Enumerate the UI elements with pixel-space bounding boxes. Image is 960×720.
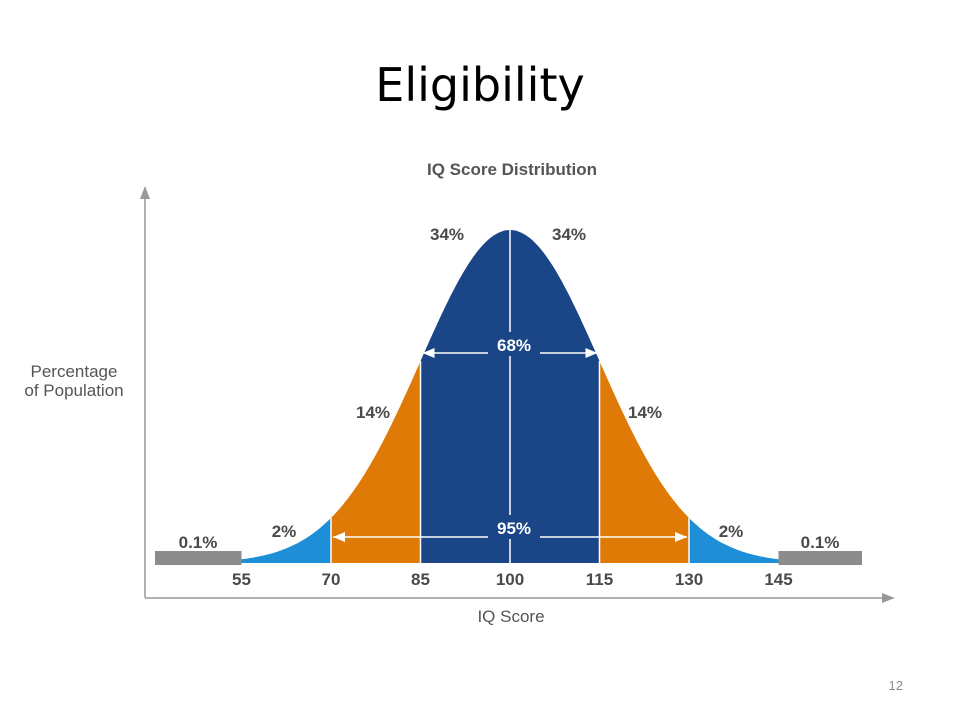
x-axis-label: IQ Score xyxy=(477,607,544,626)
distribution-bands xyxy=(155,230,862,565)
band-label-left-1sd-2sd: 14% xyxy=(356,403,390,422)
range-label-95: 95% xyxy=(497,519,531,538)
band-area-left-tail xyxy=(155,551,242,565)
y-axis-label-line1: Percentage xyxy=(31,362,118,381)
axes xyxy=(140,186,895,603)
range-label-68: 68% xyxy=(497,336,531,355)
page-number: 12 xyxy=(888,678,903,693)
band-label-left-tail: 0.1% xyxy=(179,533,218,552)
range-label-bg xyxy=(488,515,540,539)
x-tick-label: 85 xyxy=(411,570,430,589)
x-tick-label: 55 xyxy=(232,570,251,589)
band-area-left-2sd xyxy=(241,517,331,563)
band-label-right-1sd-2sd: 14% xyxy=(628,403,662,422)
band-label-right-2sd: 2% xyxy=(719,522,744,541)
band-label-right-tail: 0.1% xyxy=(801,533,840,552)
band-label-right-0-1sd: 34% xyxy=(552,225,586,244)
band-area-right-tail xyxy=(778,551,862,565)
band-label-left-0-1sd: 34% xyxy=(430,225,464,244)
x-axis-arrow xyxy=(882,593,895,603)
x-tick-label: 70 xyxy=(322,570,341,589)
band-area-right-2sd xyxy=(689,517,779,563)
x-tick-label: 115 xyxy=(586,570,613,589)
band-area-left-0-1sd xyxy=(420,230,510,563)
x-tick-label: 130 xyxy=(675,570,703,589)
band-area-right-0-1sd xyxy=(510,230,600,563)
band-area-left-1sd-2sd xyxy=(331,361,421,563)
chart-title: IQ Score Distribution xyxy=(427,160,597,179)
slide-title: Eligibility xyxy=(375,58,585,112)
range-label-bg xyxy=(488,332,540,356)
band-dividers xyxy=(330,230,690,563)
y-axis-label-line2: of Population xyxy=(24,381,123,400)
x-tick-label: 100 xyxy=(496,570,524,589)
band-area-right-1sd-2sd xyxy=(599,361,689,563)
band-label-left-2sd: 2% xyxy=(272,522,297,541)
x-tick-labels: 55 70 85 100 115 130 145 xyxy=(232,570,793,589)
x-tick-label: 145 xyxy=(764,570,792,589)
y-axis-arrow xyxy=(140,186,150,199)
